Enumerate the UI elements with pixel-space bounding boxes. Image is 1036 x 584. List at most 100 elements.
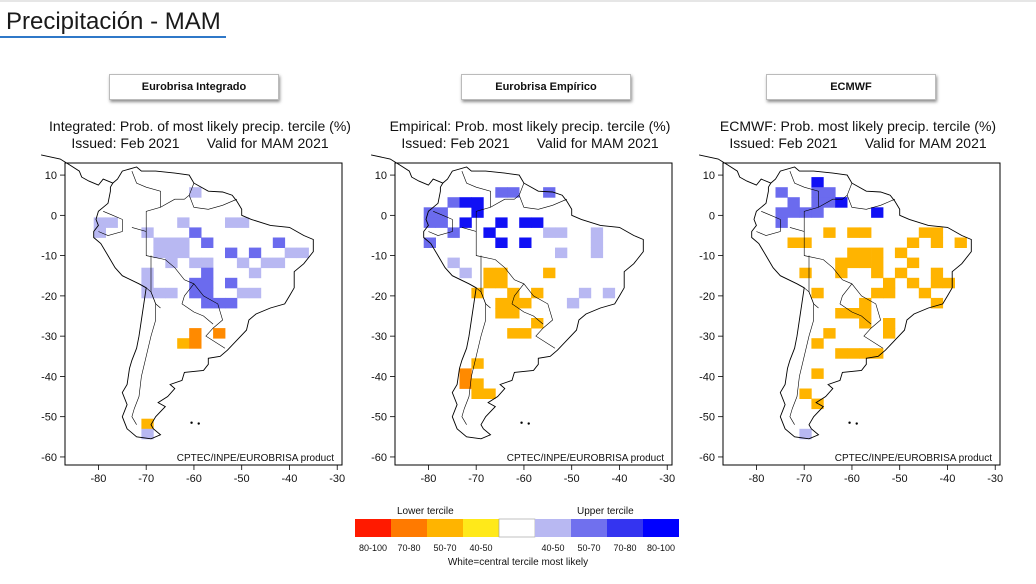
legend-swatch-label: 40-50 xyxy=(469,543,492,553)
credit-text: CPTEC/INPE/EUROBRISA product xyxy=(177,453,334,464)
x-tick-label: -80 xyxy=(90,473,106,485)
central-america-coast xyxy=(371,154,443,186)
grid-cell xyxy=(495,308,508,319)
grid-cell xyxy=(555,247,568,259)
grid-cell xyxy=(177,338,190,349)
grid-cell xyxy=(435,217,448,228)
grid-cell xyxy=(883,287,896,299)
grid-cell xyxy=(835,308,848,319)
grid-cell xyxy=(459,217,472,228)
map-title-empirical: Empirical: Prob. most likely precip. ter… xyxy=(360,118,700,152)
grid-cell xyxy=(894,247,908,259)
grid-cell xyxy=(543,227,556,238)
grid-cell xyxy=(507,308,520,319)
grid-cell xyxy=(165,287,178,299)
country-border xyxy=(131,170,161,232)
grid-cell xyxy=(447,227,460,238)
x-tick-label: -70 xyxy=(138,473,154,485)
x-tick-label: -50 xyxy=(892,473,908,485)
y-tick-label: -10 xyxy=(699,251,715,263)
grid-cell xyxy=(447,197,460,208)
y-tick-label: -30 xyxy=(371,331,387,343)
grid-cell xyxy=(578,287,592,299)
y-tick-label: -50 xyxy=(699,412,715,424)
grid-cell xyxy=(507,297,520,309)
grid-cell xyxy=(590,227,604,238)
grid-cell xyxy=(471,378,484,389)
grid-cell xyxy=(847,227,860,238)
grid-cell xyxy=(930,267,944,279)
grid-cell xyxy=(189,338,202,349)
grid-cell xyxy=(141,418,154,430)
legend-swatch xyxy=(498,518,536,538)
y-tick-label: 10 xyxy=(703,170,715,182)
color-legend: Lower tercile Upper tercile 80-100 70-80 5… xyxy=(355,503,685,578)
country-border xyxy=(461,227,556,349)
grid-cell xyxy=(883,318,896,329)
grid-cell xyxy=(201,267,214,279)
grid-cell xyxy=(835,267,848,279)
grid-cell xyxy=(835,348,848,359)
grid-cell xyxy=(859,308,872,319)
legend-swatch xyxy=(391,519,427,537)
credit-text: CPTEC/INPE/EUROBRISA product xyxy=(507,453,664,464)
grid-cell xyxy=(248,247,262,259)
grid-cell xyxy=(225,247,238,259)
grid-cell xyxy=(284,247,297,259)
grid-cell xyxy=(590,247,604,259)
y-tick-label: -50 xyxy=(371,412,387,424)
grid-cell xyxy=(590,237,604,248)
country-border xyxy=(789,170,819,232)
grid-cell xyxy=(423,217,436,228)
grid-cell xyxy=(459,197,472,208)
x-tick-label: -40 xyxy=(940,473,956,485)
grid-cell xyxy=(201,257,214,269)
grid-cell xyxy=(459,378,472,389)
grid-cell xyxy=(189,287,202,299)
map-title-line1: ECMWF: Prob. most likely precip. tercile… xyxy=(719,118,997,134)
legend-lower-label: Lower tercile xyxy=(397,506,454,517)
grid-cell xyxy=(141,267,154,279)
grid-cell xyxy=(141,287,154,299)
island xyxy=(855,422,858,425)
x-tick-label: -60 xyxy=(516,473,532,485)
island xyxy=(190,421,193,424)
panel-label-empirical: Eurobrisa Empírico xyxy=(461,74,631,100)
grid-cell xyxy=(859,227,872,238)
grid-cell xyxy=(201,297,214,309)
legend-upper-label: Upper tercile xyxy=(577,506,634,517)
map-title-line2: Issued: Feb 2021 Valid for MAM 2021 xyxy=(401,135,659,151)
map-title-line2: Issued: Feb 2021 Valid for MAM 2021 xyxy=(729,135,987,151)
y-tick-label: -20 xyxy=(41,291,57,303)
y-tick-label: 0 xyxy=(709,210,715,222)
central-america-coast xyxy=(41,154,113,186)
grid-cell xyxy=(871,247,884,259)
island xyxy=(848,421,851,424)
x-tick-label: -40 xyxy=(612,473,628,485)
grid-cell xyxy=(153,287,166,299)
grid-cell xyxy=(823,197,836,208)
legend-swatch xyxy=(643,519,679,537)
grid-cell xyxy=(602,287,616,299)
panel-label-ecmwf: ECMWF xyxy=(766,74,936,100)
top-border xyxy=(0,0,1036,2)
grid-cell xyxy=(811,338,824,349)
x-tick-label: -80 xyxy=(748,473,764,485)
grid-cell xyxy=(543,187,556,198)
grid-cell xyxy=(799,237,812,248)
grid-cell xyxy=(906,237,920,248)
grid-cell xyxy=(787,207,800,218)
grid-cell xyxy=(531,287,544,299)
grid-cell xyxy=(918,227,932,238)
grid-cell xyxy=(859,257,872,269)
country-border xyxy=(428,211,453,236)
legend-swatch xyxy=(607,519,643,537)
grid-cell xyxy=(871,207,884,218)
grid-cell xyxy=(811,177,824,188)
grid-cell xyxy=(177,237,190,248)
grid-cell xyxy=(859,348,872,359)
grid-cell xyxy=(459,267,472,279)
grid-cell xyxy=(787,237,800,248)
grid-cell xyxy=(495,187,508,198)
legend-swatch-label: 50-70 xyxy=(577,543,600,553)
